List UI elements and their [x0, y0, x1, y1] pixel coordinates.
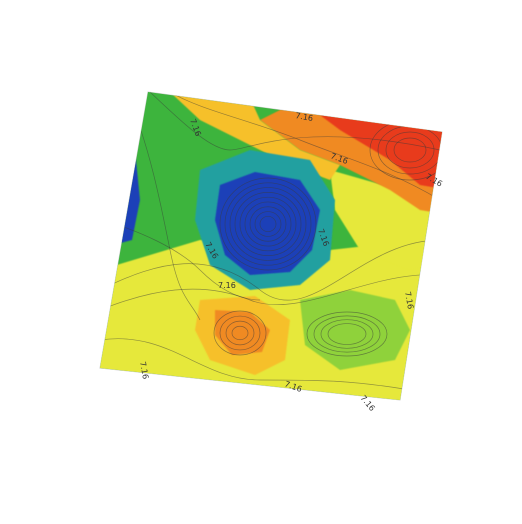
contour-line	[219, 177, 317, 271]
contour-line	[213, 310, 267, 356]
contour-line	[169, 92, 441, 201]
contour-line	[231, 325, 249, 341]
contour-line	[100, 338, 411, 391]
contour-band-blue-west	[100, 150, 140, 250]
contour-line	[244, 201, 292, 247]
contour-line	[254, 211, 282, 237]
contour-line	[129, 99, 201, 321]
contour-line	[224, 182, 312, 266]
contour-line	[306, 311, 388, 357]
contour-line	[225, 320, 255, 346]
contour-level-label: 7.16	[295, 111, 314, 123]
contour-line	[234, 192, 302, 256]
contour-level-label: 7.16	[138, 361, 150, 380]
contour-line	[259, 215, 277, 233]
contour-line	[327, 323, 367, 345]
contour-level-label: 7.16	[403, 291, 415, 310]
contour-line	[229, 187, 307, 261]
contour-line	[100, 239, 441, 301]
contour-line	[393, 137, 427, 163]
contour-line	[385, 131, 435, 169]
contour-surface	[100, 92, 442, 400]
contour-line	[320, 319, 374, 349]
contour-line	[100, 274, 441, 311]
contour-level-label: 7.16	[218, 281, 236, 290]
contour-line	[100, 219, 261, 301]
contour-line	[239, 196, 297, 252]
contour-line	[313, 315, 381, 353]
contour-band-orange	[215, 310, 270, 355]
contour-line	[219, 315, 261, 351]
contour-line	[249, 206, 287, 242]
contour-line	[149, 92, 441, 151]
